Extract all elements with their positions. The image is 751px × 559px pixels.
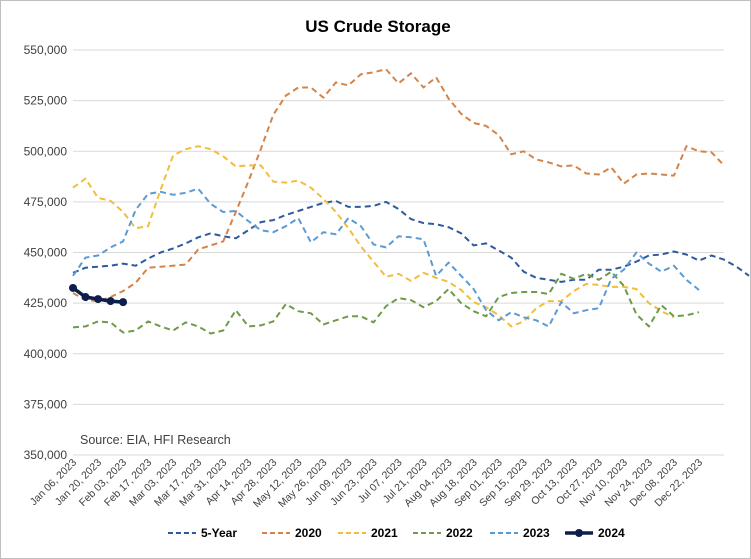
legend-label: 2021 (371, 526, 398, 540)
series-point-2024 (69, 283, 77, 292)
y-tick-label: 525,000 (24, 94, 68, 108)
series-line-2021 (72, 145, 675, 328)
y-axis-ticks: 350,000 375,000 400,000 425,000 450,000 475,0… (24, 43, 68, 462)
series-line-5-year (72, 199, 750, 283)
series-line-2020 (72, 68, 725, 303)
chart-title: US Crude Storage (305, 17, 450, 36)
y-tick-label: 475,000 (24, 195, 68, 209)
y-tick-label: 400,000 (24, 347, 68, 361)
series-point-2024 (106, 297, 115, 306)
y-tick-label: 450,000 (24, 246, 68, 260)
legend-marker (575, 529, 583, 537)
series-lines (69, 68, 750, 335)
series-point-2024 (119, 298, 128, 307)
legend-label: 5-Year (201, 526, 237, 540)
source-note: Source: EIA, HFI Research (80, 433, 231, 447)
gridlines (73, 49, 724, 456)
y-tick-label: 500,000 (24, 144, 68, 158)
y-tick-label: 425,000 (24, 296, 68, 310)
legend: 5-Year 2020 2021 2022 2023 2024 (168, 526, 625, 540)
legend-label: 2022 (446, 526, 473, 540)
legend-label: 2020 (295, 526, 322, 540)
y-tick-label: 375,000 (24, 397, 68, 411)
legend-label: 2023 (523, 526, 550, 540)
y-tick-label: 550,000 (24, 43, 68, 57)
series-line-2023 (72, 187, 700, 328)
y-tick-label: 350,000 (24, 448, 68, 462)
series-line-2022 (72, 270, 700, 335)
series-point-2024 (81, 293, 90, 302)
legend-label: 2024 (598, 526, 625, 540)
series-point-2024 (94, 295, 103, 304)
